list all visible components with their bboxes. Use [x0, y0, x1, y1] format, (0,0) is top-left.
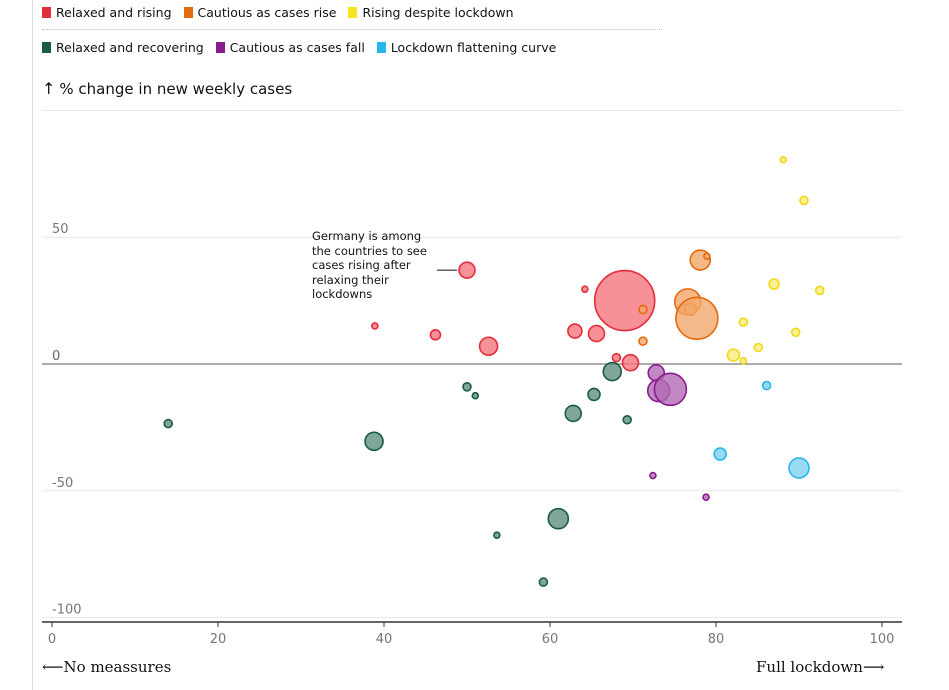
legend-swatch [42, 7, 51, 18]
data-point [726, 348, 741, 362]
x-axis-start-label: ⟵No meassures [42, 658, 171, 676]
data-point [587, 324, 606, 343]
annotation-line: the countries to see [312, 243, 427, 258]
y-tick-label: 0 [52, 349, 60, 364]
data-point [622, 414, 632, 425]
legend-swatch [348, 7, 358, 18]
data-point [703, 252, 711, 261]
y-axis-title: ↑ % change in new weekly cases [42, 79, 292, 98]
legend-item-relaxed-recovering: Relaxed and recovering [42, 40, 204, 55]
annotation-line: Germany is among [312, 229, 422, 243]
data-point [621, 353, 640, 372]
data-point [602, 361, 623, 382]
legend-item-relaxed-rising: Relaxed and rising [42, 5, 172, 20]
x-tick-label: 80 [708, 632, 725, 647]
x-tick-label: 40 [376, 632, 393, 647]
data-point [163, 418, 173, 429]
legend-swatch [183, 7, 193, 18]
data-point [538, 577, 549, 587]
x-tick-label: 100 [870, 632, 895, 647]
data-point [462, 382, 472, 392]
data-point [458, 261, 476, 279]
data-point [753, 342, 764, 353]
legend-item-cautious-fall: Cautious as cases fall [215, 40, 365, 55]
data-point [814, 285, 825, 296]
data-point [567, 323, 583, 339]
y-tick-label: 0 [52, 349, 60, 364]
y-axis-label: % change in new weekly cases [59, 79, 293, 98]
legend-label: Relaxed and rising [56, 5, 172, 20]
data-point [779, 156, 788, 164]
annotation-line: relaxing their [312, 272, 389, 287]
data-point [713, 447, 727, 461]
legend-label: Rising despite lockdown [362, 5, 514, 20]
data-point [702, 493, 710, 501]
data-point [638, 304, 648, 315]
legend-swatch [376, 42, 386, 53]
data-point [611, 352, 622, 363]
data-point [799, 195, 809, 206]
x-end-text: Full lockdown [756, 658, 863, 676]
annotation-line: lockdowns [312, 287, 373, 301]
legend-label: Cautious as cases fall [229, 40, 365, 55]
data-point [761, 380, 772, 391]
legend-swatch [215, 42, 225, 53]
left-arrow-icon: ⟵ [42, 658, 64, 676]
data-point [638, 336, 648, 346]
data-point [738, 317, 749, 327]
data-point [593, 269, 656, 332]
data-point [649, 471, 657, 480]
left-rule [32, 0, 33, 690]
x-axis-end-label: Full lockdown⟶ [756, 658, 884, 676]
data-point [371, 322, 379, 330]
legend-item-rising-lockdown: Rising despite lockdown [348, 5, 514, 20]
data-point [547, 507, 570, 530]
legend-item-cautious-rise: Cautious as cases rise [183, 5, 337, 20]
legend-label: Cautious as cases rise [197, 5, 337, 20]
legend-row-2: Relaxed and recovering Cautious as cases… [42, 40, 568, 55]
legend-swatch [42, 42, 51, 53]
germany-annotation: Germany is among the countries to see ca… [312, 229, 437, 302]
y-tick-label: 50 [52, 222, 69, 237]
data-point [768, 278, 780, 290]
data-point [675, 296, 719, 341]
x-tick-label: 60 [542, 632, 559, 647]
y-tick-label: -100 [52, 603, 82, 618]
data-point [790, 327, 801, 338]
data-point [653, 372, 688, 407]
y-tick-label: -50 [52, 476, 73, 491]
data-point [471, 391, 480, 400]
x-start-text: No meassures [63, 658, 172, 676]
legend-row-1: Relaxed and rising Cautious as cases ris… [42, 5, 526, 20]
data-point [478, 336, 499, 357]
data-point [364, 431, 384, 452]
data-point [788, 457, 810, 479]
annotation-line: cases rising after [312, 258, 411, 272]
up-arrow-icon: ↑ [42, 79, 56, 98]
right-arrow-icon: ⟶ [862, 658, 885, 676]
data-point [739, 356, 748, 365]
legend-divider [42, 29, 662, 30]
data-point [564, 404, 583, 423]
legend-label: Relaxed and recovering [56, 40, 204, 55]
legend-label: Lockdown flattening curve [390, 40, 557, 55]
x-tick-label: 0 [48, 632, 56, 647]
data-point [493, 531, 501, 539]
data-point [587, 387, 601, 402]
data-point [429, 329, 442, 341]
legend-item-lockdown-flattening: Lockdown flattening curve [376, 40, 557, 55]
x-tick-label: 20 [210, 632, 227, 647]
data-point [581, 285, 589, 293]
